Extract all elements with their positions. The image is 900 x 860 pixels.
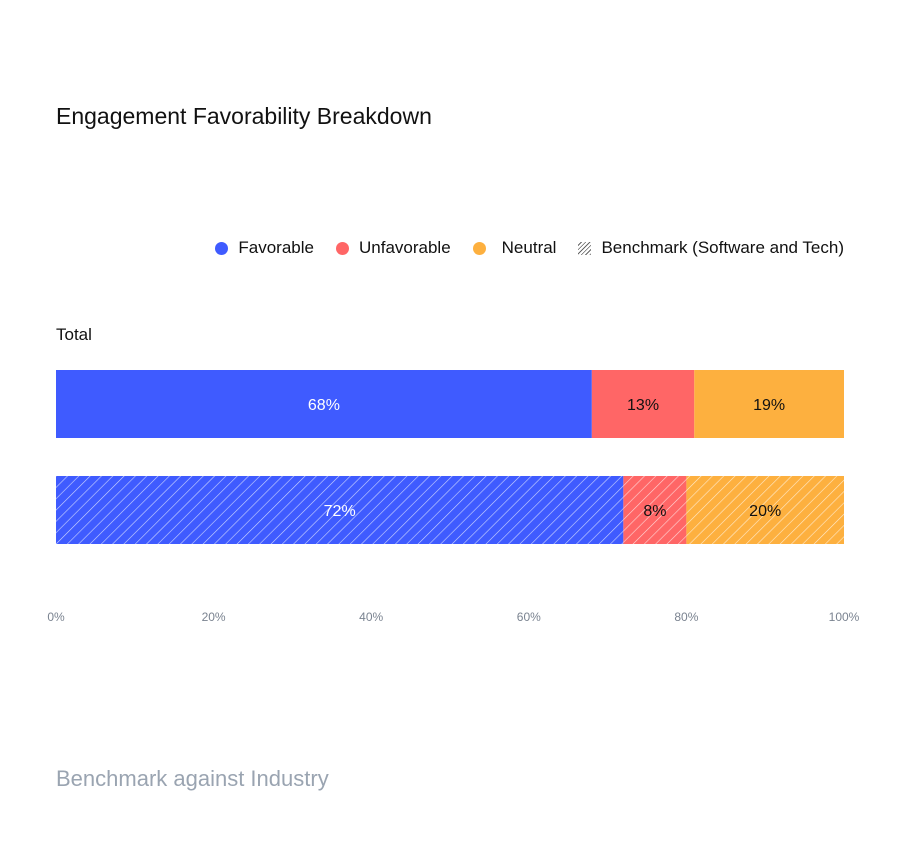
x-tick-label: 0% <box>47 610 65 624</box>
x-tick-label: 40% <box>359 610 383 624</box>
x-tick-label: 60% <box>517 610 541 624</box>
hatch-overlay <box>623 476 687 544</box>
hatch-overlay <box>686 476 844 544</box>
legend-label: Neutral <box>501 238 557 257</box>
unfavorable-dot-icon <box>335 241 349 255</box>
data-label: 72% <box>324 503 356 520</box>
group-label: Total <box>56 325 92 344</box>
legend: Favorable Unfavorable Neutral Benchmark … <box>215 238 844 258</box>
data-label: 68% <box>308 397 340 414</box>
hatch-overlay <box>56 476 624 544</box>
legend-label: Benchmark (Software and Tech) <box>601 238 844 257</box>
x-tick-label: 80% <box>674 610 698 624</box>
neutral-bar[interactable] <box>694 370 844 438</box>
favorable-dot-icon <box>215 241 229 255</box>
data-label: 19% <box>753 397 785 414</box>
hatch-pattern-icon <box>578 241 592 255</box>
chart-title: Engagement Favorability Breakdown <box>56 103 432 129</box>
legend-label: Favorable <box>238 238 314 257</box>
data-label: 13% <box>627 397 659 414</box>
favorable-bar[interactable] <box>56 370 592 438</box>
x-tick-label: 20% <box>202 610 226 624</box>
unfavorable-bar[interactable] <box>591 370 695 438</box>
legend-item-benchmark[interactable]: Benchmark (Software and Tech) <box>578 238 844 258</box>
legend-item-favorable[interactable]: Favorable <box>215 238 314 258</box>
legend-label: Unfavorable <box>358 238 451 257</box>
x-tick-label: 100% <box>829 610 860 624</box>
legend-item-unfavorable[interactable]: Unfavorable <box>335 238 451 258</box>
legend-item-neutral[interactable]: Neutral <box>472 238 557 258</box>
footer-link[interactable]: Benchmark against Industry <box>56 766 329 791</box>
data-label: 8% <box>643 503 666 520</box>
data-label: 20% <box>749 503 781 520</box>
neutral-dot-icon <box>472 241 486 255</box>
